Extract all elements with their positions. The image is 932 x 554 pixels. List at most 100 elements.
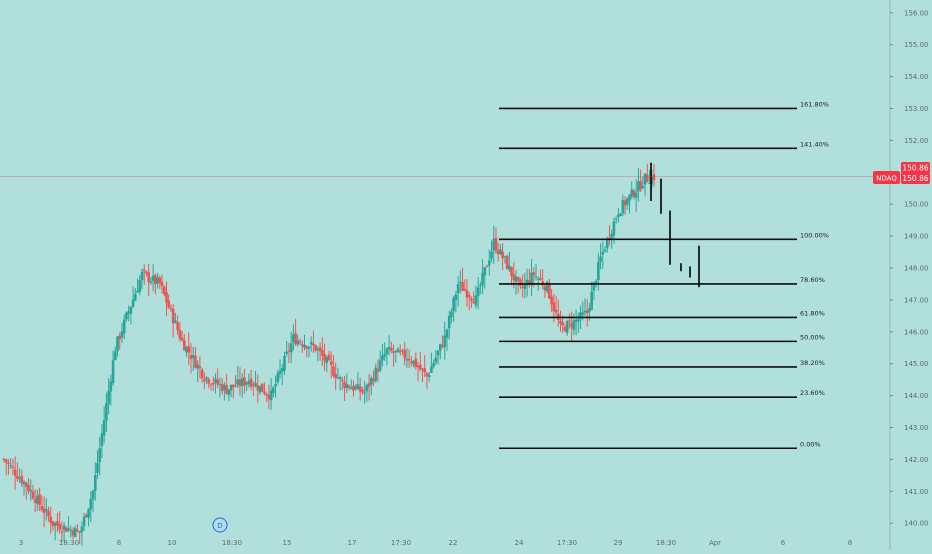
candle [383,342,386,361]
candle-body [87,508,90,518]
candle [131,286,135,309]
candle [632,188,636,200]
candle-body [334,374,337,379]
candle [372,370,375,387]
candle [646,163,649,183]
candle [174,312,177,324]
candle-body [363,392,366,394]
candle-body [345,384,349,388]
fib-level-label: 50.00% [800,333,825,341]
fib-level-label: 0.00% [800,440,821,448]
x-tick-label: 24 [515,539,524,547]
candle-body [98,448,102,463]
candle [20,469,24,487]
candle [29,479,33,501]
candle-body [11,466,15,468]
candle-body [285,351,289,354]
candle [142,264,146,285]
fib-retracement[interactable]: 161.80% 141.40% 100.00% 78.60% 61.80% 50.00% 3… [499,100,829,450]
projection-bars[interactable] [650,162,700,288]
candle [105,392,108,432]
candle [87,508,90,527]
candle [369,375,373,396]
x-tick-label: 8 [117,539,121,547]
last-price-axis-badge-label: 150.86 [902,174,928,183]
candle [450,308,453,324]
interval-marker[interactable]: D [212,517,228,533]
candle-body [82,516,86,526]
candle-body [42,508,46,514]
candle [162,285,166,297]
candle-body [318,347,322,352]
candle-body [240,378,244,387]
candle-body [396,348,400,353]
candle-body [4,459,8,463]
x-tick-label: Apr [709,539,721,547]
candle [125,311,128,322]
x-tick-label: 6 [781,539,786,547]
candle [476,277,480,310]
candle-body [289,343,293,353]
candle-body [565,321,569,333]
candle [276,369,280,385]
candle-body [252,384,255,386]
candle [287,342,291,364]
candle-body [501,251,504,259]
candle-body [512,274,516,281]
candle [423,355,427,378]
candle [365,383,369,402]
candle [494,227,498,254]
candle [283,351,286,376]
candle [367,373,371,401]
candle [356,372,360,390]
candle [634,179,638,212]
candle-body [561,322,565,326]
time-axis[interactable]: 3 18:30 8 10 18:30 15 17 17:30 22 24 17:30 29 18:30 A… [19,539,852,547]
candle [603,246,607,253]
price-badges[interactable]: 150.86 150.86 [901,162,930,184]
candle-body [307,346,311,349]
candle-body [372,378,375,382]
candle [474,286,478,309]
candle-body [630,189,634,197]
candle-body [129,306,133,314]
candle [13,456,17,490]
candle [180,330,184,342]
symbol-badge-label: NDAQ [876,175,897,183]
candle [465,278,469,307]
candle [98,436,102,476]
candle [516,276,520,293]
candle-body [223,384,226,391]
price-axis[interactable]: 140.00 141.00 142.00 143.00 144.00 145.00 146.… [890,9,929,528]
candle [149,277,153,286]
candle [205,376,208,385]
candle-body [174,320,177,323]
candle-body [111,360,115,384]
candle [510,266,513,286]
candle [403,342,406,366]
x-tick-label: 18:30 [656,539,676,547]
candle-body [309,342,313,345]
y-tick-label: 148.00 [904,265,929,273]
candle [418,351,422,372]
candle-body [439,344,442,351]
symbol-badge[interactable]: NDAQ [873,171,900,184]
candle-body [138,280,142,292]
candle-body [510,266,513,276]
candle-body [459,282,462,284]
candle [11,458,15,475]
candle [454,290,458,313]
candle-body [207,379,211,384]
candle-body [394,350,398,352]
candle-body [543,286,547,291]
candle [31,485,35,500]
candle-body [392,351,395,353]
candle-body [218,384,222,386]
candle-body [160,282,164,287]
candle-body [401,350,404,352]
candle-body [31,491,35,499]
x-tick-label: 29 [614,539,623,547]
x-tick-label: 18:30 [222,539,242,547]
candle-body [374,367,378,381]
